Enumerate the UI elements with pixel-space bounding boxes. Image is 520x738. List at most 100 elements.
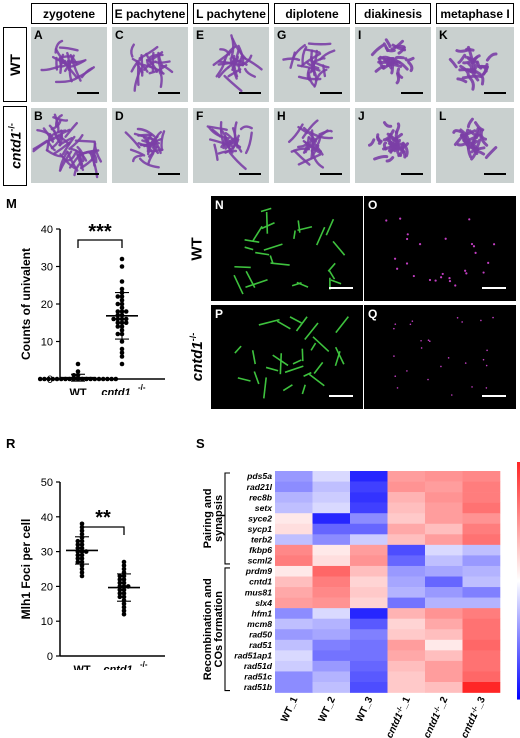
data-point bbox=[75, 552, 81, 558]
panel-letter: A bbox=[34, 28, 43, 42]
chromosome-mark bbox=[385, 156, 395, 163]
mlh1-focus bbox=[394, 323, 397, 325]
mlh1-focus bbox=[464, 362, 467, 364]
synaptonemal-axis bbox=[295, 316, 308, 332]
panel-letter: P bbox=[215, 307, 224, 321]
column-label: cntd1-/-_3 bbox=[459, 695, 488, 738]
data-point bbox=[75, 559, 81, 565]
mlh1-focus bbox=[406, 233, 409, 236]
heatmap-cell bbox=[312, 544, 351, 556]
chromosome-mark bbox=[307, 42, 332, 46]
synaptonemal-axis bbox=[255, 251, 270, 256]
mlh1-focus bbox=[448, 277, 451, 280]
fluorescence-signal bbox=[393, 316, 494, 396]
y-tick-label: 10 bbox=[41, 337, 53, 349]
data-point bbox=[96, 376, 102, 382]
chromosome-spread bbox=[448, 45, 498, 91]
synaptonemal-axis bbox=[234, 265, 251, 269]
column-label: cntd1-/-_1 bbox=[384, 695, 413, 738]
synaptonemal-axis bbox=[327, 262, 336, 272]
chromosome-mark bbox=[79, 158, 94, 170]
chromosome-mark bbox=[474, 121, 485, 132]
mlh1-focus bbox=[485, 387, 488, 389]
synaptonemal-axis bbox=[332, 240, 346, 256]
data-point bbox=[115, 301, 121, 307]
chromosome-mark bbox=[374, 64, 386, 73]
panel-letter: J bbox=[358, 109, 365, 123]
chromosome-mark bbox=[306, 61, 320, 70]
y-tick-label: 30 bbox=[41, 547, 53, 559]
significance-bracket bbox=[77, 239, 123, 248]
heatmap-cell bbox=[275, 618, 313, 630]
data-point bbox=[123, 316, 129, 322]
gene-label: fkbp6 bbox=[249, 545, 272, 555]
mlh1-focus bbox=[406, 370, 408, 372]
chromosome-mark bbox=[53, 129, 61, 143]
color-scale-bar bbox=[517, 462, 520, 700]
heatmap-cell bbox=[425, 629, 463, 641]
synaptonemal-axis bbox=[301, 348, 304, 362]
column-label-replicate: _2 bbox=[435, 695, 450, 711]
heatmap-cell bbox=[312, 650, 351, 662]
column-label: cntd1-/-_2 bbox=[421, 695, 450, 738]
heatmap-cell bbox=[387, 555, 426, 567]
heatmap-cell bbox=[350, 555, 388, 567]
mlh1-focus bbox=[396, 387, 399, 389]
synaptonemal-axis bbox=[301, 384, 306, 395]
data-point bbox=[115, 316, 121, 322]
chromosome-mark bbox=[67, 58, 87, 68]
gene-label: cntd1 bbox=[249, 577, 272, 587]
heatmap-cell bbox=[387, 608, 426, 619]
heatmap-cell bbox=[350, 660, 388, 672]
data-point bbox=[123, 309, 129, 314]
heatmap-cell bbox=[275, 660, 313, 672]
chromosome-mark bbox=[370, 44, 385, 57]
significance-marker: ** bbox=[95, 507, 111, 529]
synaptonemal-axis bbox=[292, 359, 302, 365]
heatmap-cell bbox=[275, 576, 313, 588]
heatmap-cell bbox=[425, 608, 463, 619]
heatmap-cell bbox=[387, 502, 426, 514]
gene-label: mcm8 bbox=[247, 619, 272, 629]
heatmap-cell bbox=[462, 629, 501, 641]
y-tick-label: 10 bbox=[41, 616, 53, 628]
synaptonemal-axis bbox=[297, 220, 301, 233]
synaptonemal-axis bbox=[335, 316, 349, 334]
heatmap-cell bbox=[425, 481, 463, 493]
stage-header-diplotene: diplotene bbox=[274, 3, 350, 24]
chromosome-mark bbox=[452, 129, 462, 134]
heatmap-cell bbox=[275, 502, 313, 514]
chromosome-mark bbox=[145, 51, 164, 62]
x-category-label: cntd1 bbox=[101, 387, 130, 395]
heatmap-cell bbox=[275, 650, 313, 662]
heatmap-cell bbox=[387, 587, 426, 598]
mlh1-focus bbox=[418, 243, 422, 246]
heatmap-cell bbox=[425, 523, 463, 535]
mlh1-focus bbox=[405, 237, 409, 241]
chromosome-mark bbox=[133, 67, 142, 92]
heatmap-cell bbox=[350, 629, 388, 641]
chromosome-spread bbox=[40, 39, 95, 84]
gene-label: rad50 bbox=[249, 629, 272, 639]
univalent-count-chart: 010203040Counts of univalentWTcntd1-/-**… bbox=[19, 221, 165, 395]
heatmap-cell bbox=[425, 671, 463, 683]
micrograph-panel: I bbox=[355, 27, 431, 102]
synaptonemal-axis bbox=[237, 377, 251, 382]
row-label-cntd1: cntd1-/- bbox=[3, 106, 27, 186]
heatmap-cell bbox=[387, 639, 426, 651]
heatmap-cell bbox=[275, 555, 313, 567]
heatmap-cell bbox=[387, 671, 426, 683]
synaptonemal-axis bbox=[261, 221, 275, 230]
chromosome-mark bbox=[475, 128, 482, 140]
gene-label: rad51ap1 bbox=[234, 651, 272, 661]
chromosome-mark bbox=[138, 157, 160, 169]
chromosome-mark bbox=[136, 127, 156, 138]
data-point bbox=[75, 542, 81, 547]
heatmap-cell bbox=[425, 513, 463, 525]
chromosome-mark bbox=[223, 74, 243, 93]
chromosome-mark bbox=[59, 61, 76, 65]
fluorescence-signal bbox=[234, 316, 349, 399]
chromosome-mark bbox=[470, 146, 486, 154]
x-category-label: cntd1 bbox=[103, 664, 132, 670]
heatmap-cell bbox=[350, 513, 388, 525]
